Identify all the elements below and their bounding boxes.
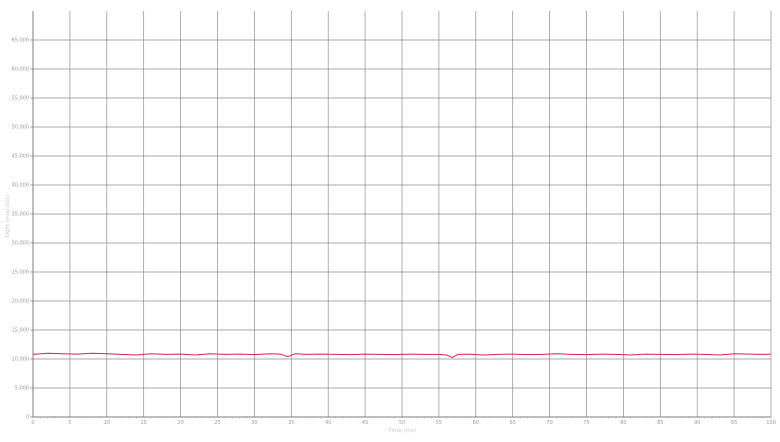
x-tick-label: 20 bbox=[177, 420, 183, 426]
x-tick-label: 70 bbox=[546, 420, 552, 426]
series-line-0 bbox=[32, 352, 772, 359]
x-tick-label: 15 bbox=[141, 420, 147, 426]
y-tick-label: 40,000 bbox=[12, 183, 30, 189]
x-tick-label: 75 bbox=[583, 420, 589, 426]
x-tick-label: 95 bbox=[731, 420, 737, 426]
x-tick-label: 5 bbox=[68, 420, 71, 426]
x-tick-label: 45 bbox=[362, 420, 368, 426]
x-tick-label: 55 bbox=[436, 420, 442, 426]
y-tick-label: 5,000 bbox=[15, 386, 29, 392]
y-tick-label: 60,000 bbox=[12, 67, 30, 73]
y-tick-label: 50,000 bbox=[12, 125, 30, 131]
x-tick-label: 60 bbox=[473, 420, 479, 426]
x-tick-label: 65 bbox=[510, 420, 516, 426]
y-axis-title: Light level (lux) bbox=[5, 195, 11, 238]
x-tick-label: 100 bbox=[766, 420, 776, 426]
x-tick-label: 80 bbox=[620, 420, 626, 426]
y-tick-label: 45,000 bbox=[12, 154, 30, 160]
x-tick-label: 25 bbox=[214, 420, 220, 426]
y-tick-label: 30,000 bbox=[12, 241, 30, 247]
y-tick-label: 0 bbox=[26, 415, 29, 421]
x-tick-label: 40 bbox=[325, 420, 331, 426]
y-tick-label: 65,000 bbox=[12, 38, 30, 44]
y-tick-label: 15,000 bbox=[12, 328, 30, 334]
x-tick-label: 0 bbox=[31, 420, 34, 426]
x-tick-label: 85 bbox=[657, 420, 663, 426]
x-tick-label: 10 bbox=[104, 420, 110, 426]
x-tick-label: 35 bbox=[288, 420, 294, 426]
y-tick-label: 20,000 bbox=[12, 299, 30, 305]
y-tick-label: 55,000 bbox=[12, 96, 30, 102]
x-tick-label: 50 bbox=[399, 420, 405, 426]
y-tick-label: 35,000 bbox=[12, 212, 30, 218]
x-axis-title: Time (ms) bbox=[387, 428, 416, 434]
y-tick-label: 10,000 bbox=[12, 357, 30, 363]
x-tick-label: 90 bbox=[694, 420, 700, 426]
x-tick-label: 30 bbox=[251, 420, 257, 426]
y-tick-label: 25,000 bbox=[12, 270, 30, 276]
